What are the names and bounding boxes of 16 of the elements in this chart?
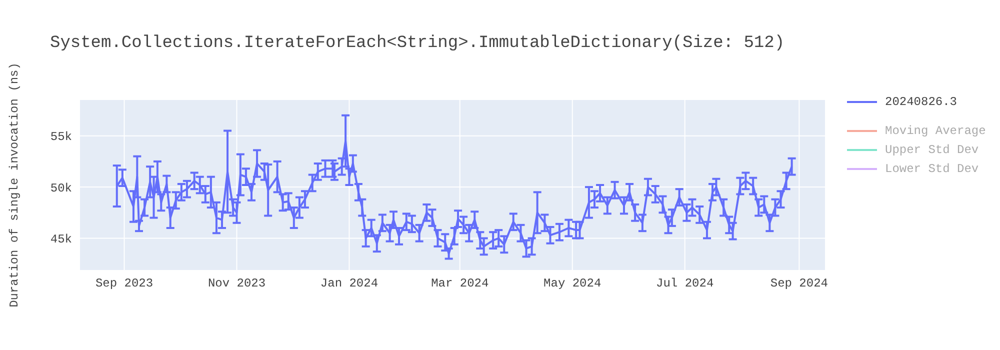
chart-title: System.Collections.IterateForEach<String>.ImmutableDictionary(Size: 512) xyxy=(50,34,785,53)
x-tick-label: Sep 2023 xyxy=(95,276,154,291)
y-axis-title: Duration of single invocation (ns) xyxy=(7,62,22,308)
legend-label: Upper Std Dev xyxy=(885,142,979,156)
y-tick-label: 55k xyxy=(50,130,72,144)
y-tick-label: 50k xyxy=(50,181,72,196)
x-tick-label: Jul 2024 xyxy=(656,276,714,291)
x-tick-label: Mar 2024 xyxy=(431,276,489,291)
x-tick-label: Jan 2024 xyxy=(320,276,378,291)
legend-label: 20240826.3 xyxy=(885,94,958,108)
x-tick-label: Nov 2023 xyxy=(208,276,266,291)
legend-label: Lower Std Dev xyxy=(885,162,979,176)
y-tick-label: 45k xyxy=(50,232,72,247)
x-tick-label: May 2024 xyxy=(544,276,602,291)
legend-label: Moving Average xyxy=(885,124,986,138)
x-tick-label: Sep 2024 xyxy=(770,276,828,291)
